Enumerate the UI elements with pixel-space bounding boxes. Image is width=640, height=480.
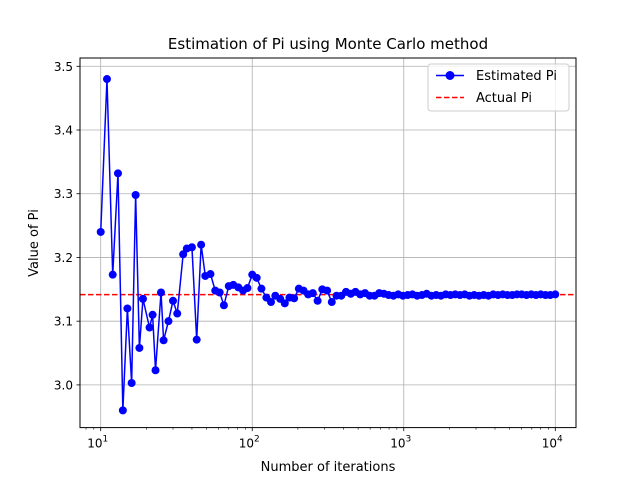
plot-frame: [79, 57, 577, 429]
estimated-pi-point: [219, 301, 228, 310]
estimated-pi-point: [327, 298, 336, 307]
legend-estimated-marker-icon: [445, 71, 455, 80]
estimated-pi-point: [252, 273, 261, 282]
estimated-pi-point: [145, 323, 154, 332]
estimated-pi-point: [179, 250, 188, 259]
y-tick-label: 3.3: [54, 187, 73, 201]
estimated-pi-point: [135, 343, 144, 352]
estimated-pi-point: [131, 191, 140, 200]
estimated-pi-point: [243, 284, 252, 293]
estimated-pi-point: [118, 406, 127, 415]
estimated-pi-point: [173, 309, 182, 318]
estimated-pi-point: [148, 310, 157, 319]
y-tick-label: 3.4: [54, 124, 73, 138]
estimated-pi-point: [308, 289, 317, 298]
estimated-pi-point: [267, 298, 275, 307]
estimated-pi-point: [113, 169, 122, 178]
y-tick-label: 3.1: [54, 315, 73, 329]
estimated-pi-point: [280, 299, 289, 308]
estimated-pi-point: [187, 243, 196, 252]
legend-estimated-label: Estimated Pi: [476, 69, 557, 84]
y-axis-ticks: 3.0 3.1 3.2 3.3 3.4 3.5: [54, 60, 80, 392]
estimated-pi-point: [192, 335, 201, 344]
estimated-pi-point: [157, 288, 166, 297]
estimated-pi-point: [151, 366, 160, 375]
estimated-pi-point: [96, 227, 105, 236]
grid-lines: [80, 58, 576, 428]
estimated-pi-point: [108, 270, 117, 279]
estimated-pi-point: [138, 294, 147, 303]
estimated-pi-point: [206, 270, 215, 279]
estimated-pi-point: [290, 294, 299, 303]
estimated-pi-point: [127, 378, 136, 387]
chart-title: Estimation of Pi using Monte Carlo metho…: [168, 35, 488, 53]
y-tick-label: 3.5: [54, 60, 73, 74]
estimated-pi-point: [215, 288, 224, 297]
x-tick-label: 101: [87, 435, 108, 451]
estimated-pi-point: [197, 240, 206, 249]
legend-actual-label: Actual Pi: [476, 91, 532, 106]
y-tick-label: 3.0: [54, 378, 73, 392]
y-axis-label: Value of Pi: [27, 209, 42, 277]
estimated-pi-point: [257, 284, 266, 293]
estimated-pi-point: [551, 290, 560, 299]
estimated-pi-point: [323, 286, 332, 295]
x-axis-label: Number of iterations: [261, 460, 396, 475]
y-tick-label: 3.2: [54, 251, 73, 265]
x-tick-label: 103: [390, 435, 411, 451]
estimated-pi-point: [102, 75, 111, 84]
data-points: [96, 75, 560, 415]
x-tick-label: 102: [239, 435, 260, 451]
estimated-pi-point: [313, 296, 322, 305]
estimated-pi-point: [123, 304, 132, 313]
legend: Estimated Pi Actual Pi: [427, 63, 570, 112]
estimated-pi-point: [159, 336, 168, 345]
estimated-pi-point: [164, 317, 173, 326]
x-tick-label: 104: [542, 435, 563, 451]
estimated-pi-point: [169, 296, 178, 305]
x-axis-ticks: 101 102 103 104: [85, 427, 563, 451]
